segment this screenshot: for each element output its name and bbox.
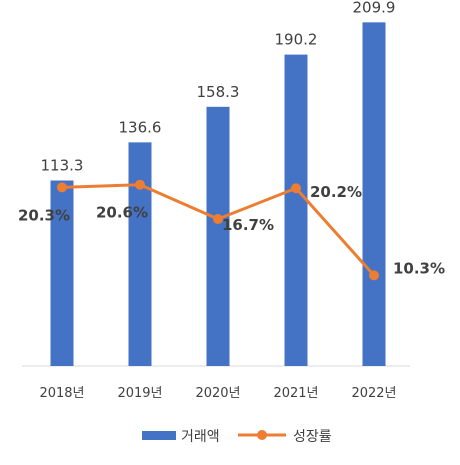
legend: 거래액 성장률 bbox=[142, 429, 332, 445]
x-tick-label: 2018년 bbox=[39, 386, 84, 401]
line-point-2019년 bbox=[135, 179, 145, 190]
bar-2018년 bbox=[50, 180, 74, 366]
rate-value-label: 20.6% bbox=[96, 204, 148, 222]
rate-value-label: 16.7% bbox=[222, 216, 274, 234]
line-point-2021년 bbox=[291, 183, 301, 194]
legend-bar-label: 거래액 bbox=[181, 429, 220, 445]
rate-value-label: 20.3% bbox=[18, 206, 70, 224]
bar-value-label: 158.3 bbox=[197, 83, 240, 101]
line-point-2018년 bbox=[57, 182, 67, 193]
bar-value-label: 209.9 bbox=[353, 0, 396, 16]
legend-line-label: 성장률 bbox=[293, 429, 332, 445]
line-point-2022년 bbox=[369, 270, 379, 281]
x-tick-label: 2020년 bbox=[195, 386, 240, 401]
rate-value-label: 10.3% bbox=[393, 259, 445, 277]
legend-bar-swatch bbox=[142, 431, 176, 440]
bar-value-label: 136.6 bbox=[119, 118, 162, 136]
x-tick-label: 2022년 bbox=[351, 386, 396, 401]
line-point-2020년 bbox=[213, 214, 223, 225]
bar-2022년 bbox=[362, 22, 386, 367]
bar-series: 113.3 136.6 158.3 190.2 209.9 bbox=[41, 0, 396, 367]
bar-2020년 bbox=[206, 106, 230, 366]
line-series: 20.3% 20.6% 16.7% 20.2% 10.3% bbox=[18, 179, 445, 281]
bar-value-label: 190.2 bbox=[275, 31, 318, 49]
x-tick-label: 2021년 bbox=[273, 386, 318, 401]
bar-value-label: 113.3 bbox=[41, 157, 84, 175]
bar-2019년 bbox=[128, 142, 152, 366]
x-axis-ticks: 2018년 2019년 2020년 2021년 2022년 bbox=[39, 386, 396, 401]
legend-line-marker bbox=[257, 430, 267, 440]
x-tick-label: 2019년 bbox=[117, 386, 162, 401]
rate-value-label: 20.2% bbox=[310, 183, 362, 201]
bar-2021년 bbox=[284, 54, 308, 367]
